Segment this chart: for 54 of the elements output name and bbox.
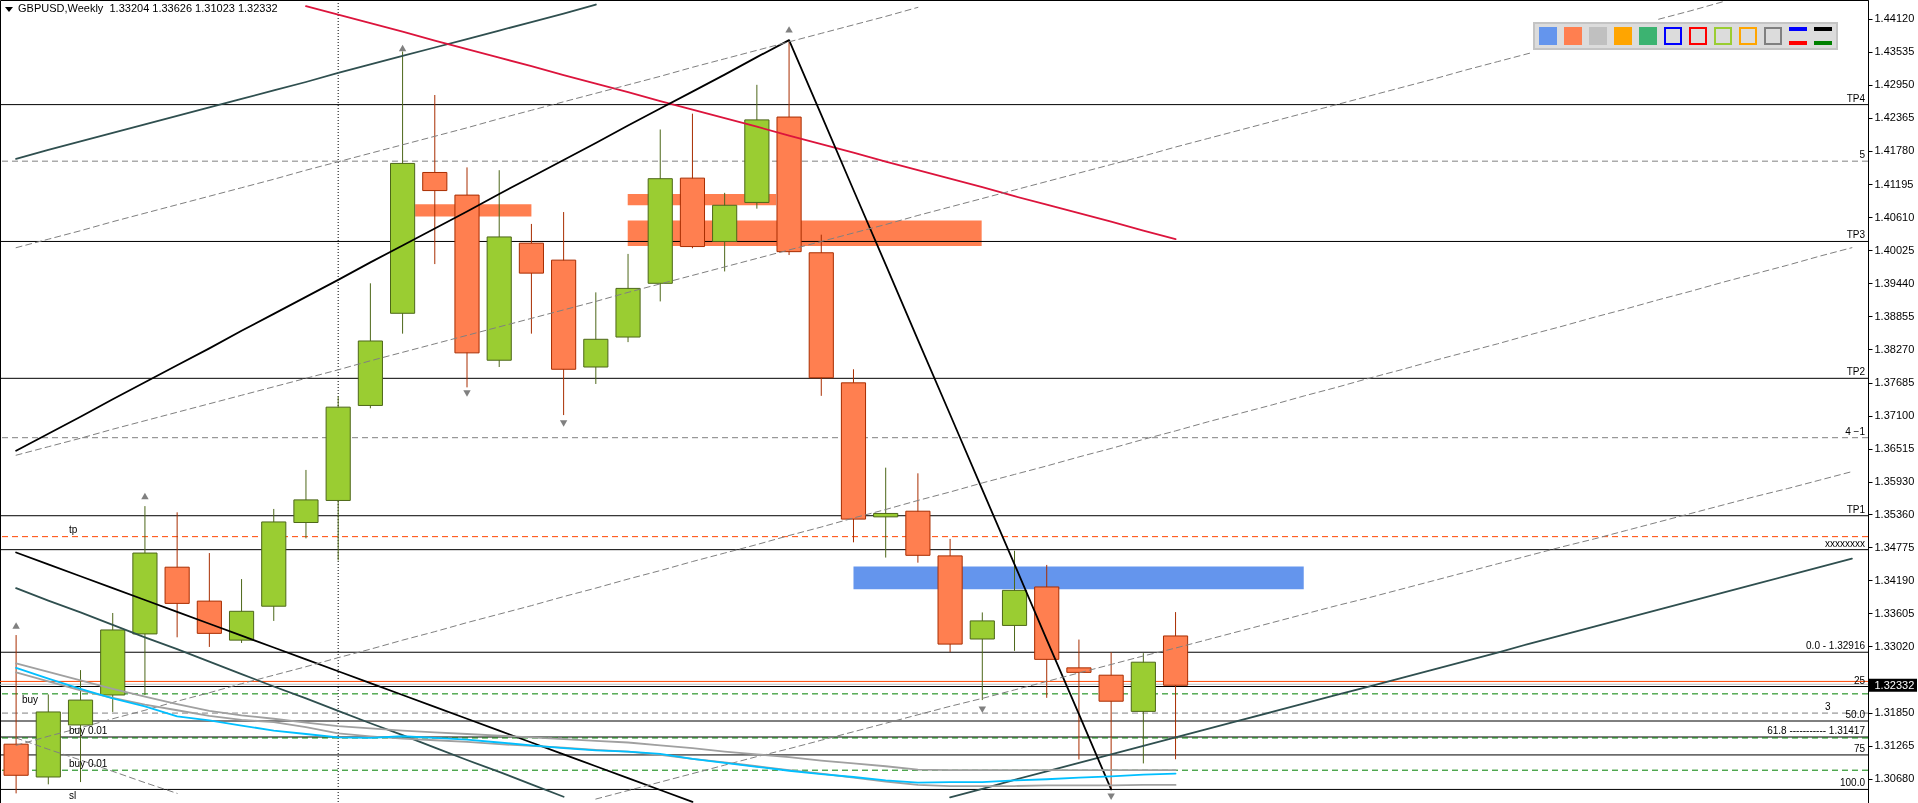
y-tick-label: 1.42950 <box>1874 78 1915 91</box>
point <box>785 26 793 33</box>
y-tick-label: 1.33020 <box>1874 639 1915 652</box>
y-tick-label: 1.39440 <box>1874 276 1915 289</box>
chart-title: GBPUSD,Weekly 1.33204 1.33626 1.31023 1.32332 <box>18 2 278 15</box>
line-series <box>15 3 597 160</box>
y-tick-label: 1.42365 <box>1874 111 1915 124</box>
y-tick-label: 1.40025 <box>1874 243 1915 256</box>
annotation: 3 <box>1825 701 1832 713</box>
point <box>398 44 407 52</box>
ref-line-label: xxxxxxxx <box>1825 537 1865 549</box>
point <box>978 706 987 713</box>
y-tick-label: 1.43535 <box>1874 45 1915 58</box>
y-tick-label: 1.41195 <box>1874 177 1914 190</box>
y-tick-label: 1.31850 <box>1874 706 1915 719</box>
y-tick-label: 1.35360 <box>1874 507 1915 520</box>
ref-line-label: TP2 <box>1846 366 1866 378</box>
y-tick-label: 1.31265 <box>1874 739 1915 752</box>
y-tick-label: 1.37685 <box>1874 376 1915 389</box>
point <box>12 622 20 629</box>
y-tick-label: 1.41780 <box>1874 144 1915 157</box>
point <box>559 420 568 427</box>
annotation: 50.0 <box>1845 709 1866 720</box>
annotation: 0.0 - 1.32916 <box>1806 640 1866 652</box>
annotation: 4 −1 <box>1845 425 1866 437</box>
y-tick-label: 1.38270 <box>1874 342 1915 355</box>
ref-line-label: buy <box>22 694 39 706</box>
ref-line-label: TP4 <box>1846 92 1866 104</box>
ref-line-label: TP1 <box>1846 503 1866 515</box>
y-tick-label: 1.38855 <box>1874 309 1915 322</box>
y-tick-label: 1.40610 <box>1874 210 1915 223</box>
y-tick-label: 1.34775 <box>1874 540 1915 553</box>
candlestick <box>1066 639 1092 760</box>
point <box>141 492 149 500</box>
annotation: 75 <box>1853 742 1866 754</box>
point <box>463 390 471 397</box>
line-series <box>305 5 1177 241</box>
ref-line-label: TP3 <box>1846 229 1866 241</box>
y-tick-label: 1.32332 <box>1874 678 1915 691</box>
annotation: 61.8 ----------- 1.31417 <box>1767 725 1866 737</box>
ref-line-label: tp <box>69 524 78 536</box>
y-tick-label: 1.36515 <box>1874 442 1915 455</box>
y-tick-label: 1.33605 <box>1874 606 1915 619</box>
y-tick-label: 1.30680 <box>1874 772 1915 785</box>
y-tick-label: 1.35930 <box>1874 475 1915 488</box>
candlestick <box>422 94 448 265</box>
y-tick-label: 1.34190 <box>1874 573 1915 586</box>
y-tick-label: 1.37100 <box>1874 409 1915 422</box>
candlestick <box>873 467 899 559</box>
line-series <box>15 587 565 798</box>
y-tick-label: 1.44120 <box>1874 12 1915 25</box>
annotation: sl <box>69 790 77 801</box>
annotation: 100.0 <box>1839 777 1866 789</box>
annotation: 5 <box>1859 149 1866 161</box>
